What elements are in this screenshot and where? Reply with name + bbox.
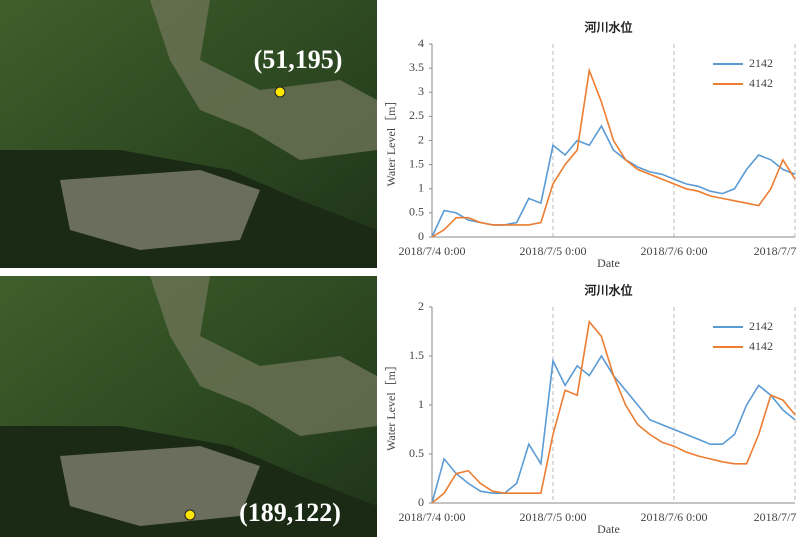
data-line	[432, 71, 795, 238]
data-line	[432, 126, 795, 237]
x-tick-label: 2018/7/7	[754, 510, 797, 524]
y-tick-label: 0	[418, 229, 424, 243]
legend-label: 2142	[749, 56, 773, 70]
legend-label: 4142	[749, 339, 773, 353]
chart-title: 河川水位	[583, 283, 632, 298]
map-label: (51,195)	[254, 45, 343, 74]
y-tick-label: 3	[418, 84, 424, 98]
x-tick-label: 2018/7/4 0:00	[398, 510, 465, 524]
map-label: (189,122)	[239, 498, 341, 527]
legend-label: 4142	[749, 76, 773, 90]
satellite-map-bottom: (189,122)	[0, 276, 377, 537]
x-tick-label: 2018/7/4 0:00	[398, 244, 465, 258]
y-tick-label: 0.5	[409, 446, 424, 460]
y-tick-label: 2.5	[409, 108, 424, 122]
chart-title: 河川水位	[583, 20, 632, 35]
data-line	[432, 356, 795, 503]
y-tick-label: 1	[418, 397, 424, 411]
x-tick-label: 2018/7/6 0:00	[640, 510, 707, 524]
y-tick-label: 0	[418, 495, 424, 509]
legend-label: 2142	[749, 319, 773, 333]
y-tick-label: 1.5	[409, 348, 424, 362]
y-axis-label: Water Level［m］	[384, 359, 398, 451]
y-axis-label: Water Level［m］	[384, 95, 398, 187]
y-tick-label: 2	[418, 132, 424, 146]
satellite-map-top: (51,195)	[0, 0, 377, 268]
x-tick-label: 2018/7/5 0:00	[519, 510, 586, 524]
x-tick-label: 2018/7/5 0:00	[519, 244, 586, 258]
y-tick-label: 2	[418, 299, 424, 313]
y-tick-label: 1.5	[409, 156, 424, 170]
x-axis-label: Date	[597, 256, 620, 270]
y-tick-label: 4	[418, 36, 424, 50]
line-chart: 河川水位 0 0.5 1 1.5 2 2.5 3 3.5 4 2018/7/4 0:00 2018/7…	[384, 20, 797, 270]
y-tick-label: 1	[418, 181, 424, 195]
line-chart: 河川水位 0 0.5 1 1.5 2 2018/7/4 0:00 2018/7/5 0:00 2…	[384, 283, 797, 536]
x-tick-label: 2018/7/7	[754, 244, 797, 258]
y-tick-label: 3.5	[409, 60, 424, 74]
x-axis-label: Date	[597, 522, 620, 536]
data-line	[432, 322, 795, 503]
x-tick-label: 2018/7/6 0:00	[640, 244, 707, 258]
figure-canvas: (51,195) (189,122) 河川水位 0 0.5 1 1.5 2 2.5 3 3.5 4…	[0, 0, 803, 537]
figure: (51,195) (189,122) 河川水位 0 0.5 1 1.5 2 2.5 3 3.5 4…	[0, 0, 803, 537]
y-tick-label: 0.5	[409, 205, 424, 219]
